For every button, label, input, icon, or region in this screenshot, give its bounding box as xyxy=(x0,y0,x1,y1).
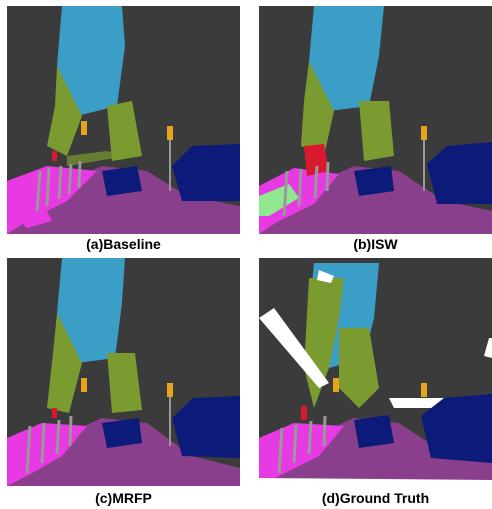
isw-segmentation-image xyxy=(259,6,492,234)
caption-mrfp: (c)MRFP xyxy=(95,490,152,506)
mrfp-segmentation-image xyxy=(7,258,240,486)
baseline-segmentation-image xyxy=(7,6,240,234)
caption-ground-truth: (d)Ground Truth xyxy=(321,490,430,506)
caption-baseline: (a)Baseline xyxy=(86,236,161,252)
segmentation-panel-isw xyxy=(259,6,492,234)
ground-truth-segmentation-image xyxy=(259,258,492,486)
segmentation-panel-ground-truth xyxy=(259,258,492,486)
segmentation-panel-baseline xyxy=(7,6,240,234)
caption-isw: (b)ISW xyxy=(353,236,398,252)
segmentation-panel-mrfp xyxy=(7,258,240,486)
